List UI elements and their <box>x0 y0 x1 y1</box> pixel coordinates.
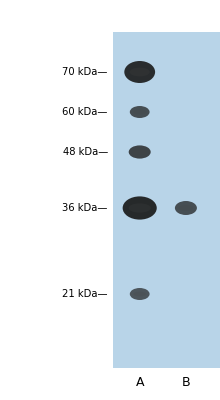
Text: B: B <box>182 376 190 388</box>
Text: A: A <box>136 376 144 388</box>
Text: 36 kDa—: 36 kDa— <box>62 203 108 213</box>
Text: 70 kDa—: 70 kDa— <box>62 67 108 77</box>
Ellipse shape <box>175 201 197 215</box>
Ellipse shape <box>133 110 146 114</box>
Ellipse shape <box>179 205 193 211</box>
Text: 21 kDa—: 21 kDa— <box>62 289 108 299</box>
Ellipse shape <box>130 106 150 118</box>
Ellipse shape <box>129 145 151 158</box>
Ellipse shape <box>132 149 147 155</box>
Ellipse shape <box>130 68 150 76</box>
Ellipse shape <box>124 61 155 83</box>
Ellipse shape <box>123 196 157 220</box>
Ellipse shape <box>130 288 150 300</box>
Ellipse shape <box>133 292 146 296</box>
Text: 60 kDa—: 60 kDa— <box>62 107 108 117</box>
Bar <box>113 32 220 368</box>
Ellipse shape <box>129 203 151 213</box>
Text: 48 kDa—: 48 kDa— <box>62 147 108 157</box>
